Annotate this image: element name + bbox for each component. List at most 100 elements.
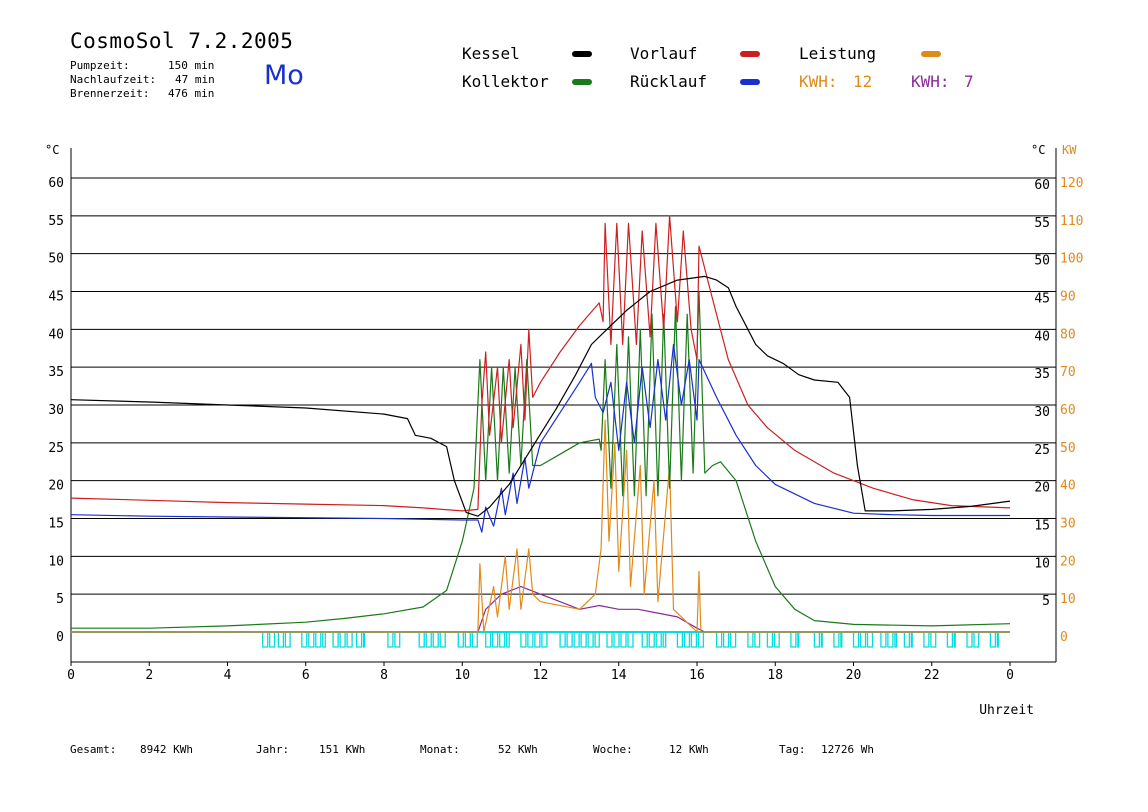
y-tick-label-right-power: 0 xyxy=(1060,630,1068,645)
stat-nachlaufzeit-value: 47 min xyxy=(175,73,215,86)
x-axis-label: Uhrzeit xyxy=(979,703,1034,718)
stat-pumpzeit-label: Pumpzeit: xyxy=(70,59,130,72)
legend-kessel-label: Kessel xyxy=(462,44,520,63)
pump-pulse xyxy=(301,632,326,648)
pump-pulse xyxy=(880,632,898,648)
footer-jahr-label: Jahr: xyxy=(256,743,290,756)
x-tick-label: 18 xyxy=(767,668,783,683)
pump-pulse xyxy=(852,632,874,648)
y-tick-label-left: 35 xyxy=(48,365,64,380)
y-tick-label-right-temp: 40 xyxy=(1034,329,1050,344)
footer-jahr-value: 151 KWh xyxy=(319,743,366,756)
x-tick-label: 0 xyxy=(1006,668,1014,683)
pump-pulse xyxy=(355,632,366,648)
pump-pulse xyxy=(262,632,276,648)
pump-pulse xyxy=(813,632,823,648)
series-leistung xyxy=(71,419,1010,633)
legend-kwh2-label: KWH: xyxy=(911,72,950,91)
stat-nachlaufzeit-label: Nachlaufzeit: xyxy=(70,73,157,86)
y-tick-label-left: 15 xyxy=(48,517,64,532)
legend-leistung-swatch xyxy=(921,51,941,57)
y-tick-label-left: 50 xyxy=(48,252,64,267)
pump-pulse xyxy=(747,632,761,648)
footer-gesamt-value: 8942 KWh xyxy=(140,743,193,756)
y-axis-right-temp-label: °C xyxy=(1031,143,1045,157)
footer-monat-value: 52 KWh xyxy=(498,743,538,756)
pump-pulse xyxy=(766,632,780,648)
series-kollektor xyxy=(71,290,1011,629)
x-tick-label: 0 xyxy=(67,668,75,683)
y-tick-label-right-power: 70 xyxy=(1060,365,1076,380)
legend-kwh2-value: 7 xyxy=(964,72,974,91)
y-tick-label-right-power: 20 xyxy=(1060,554,1076,569)
y-tick-label-right-power: 50 xyxy=(1060,441,1076,456)
y-tick-label-right-power: 100 xyxy=(1060,252,1083,267)
pump-pulse xyxy=(606,632,634,648)
pump-pulse xyxy=(277,632,291,648)
pump-pulse xyxy=(387,632,401,648)
x-tick-label: 16 xyxy=(689,668,705,683)
y-axis-left-label: °C xyxy=(45,143,59,157)
pump-pulse xyxy=(520,632,548,648)
series-ruecklauf xyxy=(70,343,1010,533)
y-tick-label-right-temp: 5 xyxy=(1042,594,1050,609)
y-axis-right-power-label: KW xyxy=(1062,143,1077,157)
series-kessel xyxy=(70,275,1011,517)
y-tick-label-left: 30 xyxy=(48,403,64,418)
pump-pulse xyxy=(457,632,478,648)
y-tick-label-left: 5 xyxy=(56,592,64,607)
x-tick-label: 2 xyxy=(145,668,153,683)
footer-woche-value: 12 KWh xyxy=(669,743,709,756)
y-tick-label-right-temp: 50 xyxy=(1034,254,1050,269)
pump-pulse xyxy=(966,632,980,648)
y-tick-label-left: 0 xyxy=(56,630,64,645)
y-tick-label-right-temp: 30 xyxy=(1034,405,1050,420)
stat-brennerzeit-label: Brennerzeit: xyxy=(70,87,150,100)
x-tick-label: 4 xyxy=(224,668,232,683)
stat-pumpzeit-value: 150 min xyxy=(168,59,215,72)
legend-kwh1-label: KWH: xyxy=(799,72,838,91)
y-tick-label-right-temp: 35 xyxy=(1034,367,1050,382)
y-tick-label-left: 45 xyxy=(48,290,64,305)
y-tick-label-left: 10 xyxy=(48,554,64,569)
pump-pulse xyxy=(790,632,800,648)
x-tick-label: 6 xyxy=(302,668,310,683)
footer-tag-value: 12726 Wh xyxy=(821,743,874,756)
legend-kwh1-value: 12 xyxy=(853,72,873,91)
legend-ruecklauf-swatch xyxy=(740,79,760,85)
pump-pulse xyxy=(946,632,956,648)
legend-kollektor-swatch xyxy=(572,79,592,85)
y-tick-label-right-power: 120 xyxy=(1060,176,1083,191)
legend-leistung-label: Leistung xyxy=(799,44,877,63)
x-tick-label: 22 xyxy=(924,668,940,683)
y-tick-label-left: 60 xyxy=(48,176,64,191)
y-tick-label-right-temp: 20 xyxy=(1034,481,1050,496)
legend-ruecklauf-label: Rücklauf xyxy=(630,72,708,91)
series-vorlauf xyxy=(70,215,1011,512)
pump-pulse xyxy=(715,632,737,648)
y-tick-label-right-temp: 55 xyxy=(1034,216,1050,231)
footer-tag-label: Tag: xyxy=(779,743,806,756)
y-tick-label-right-power: 90 xyxy=(1060,290,1076,305)
y-tick-label-right-temp: 10 xyxy=(1034,556,1050,571)
y-tick-label-right-power: 110 xyxy=(1060,214,1083,229)
pump-pulse xyxy=(923,632,937,648)
legend-vorlauf-swatch xyxy=(740,51,760,57)
y-tick-label-right-temp: 45 xyxy=(1034,292,1050,307)
y-tick-label-left: 40 xyxy=(48,327,64,342)
y-tick-label-left: 25 xyxy=(48,441,64,456)
x-tick-label: 20 xyxy=(846,668,862,683)
pump-pulse xyxy=(989,632,999,648)
y-tick-label-right-power: 80 xyxy=(1060,327,1076,342)
x-tick-label: 8 xyxy=(380,668,388,683)
pump-pulse xyxy=(418,632,446,648)
footer-gesamt-label: Gesamt: xyxy=(70,743,117,756)
y-tick-label-right-temp: 60 xyxy=(1034,178,1050,193)
y-tick-label-right-power: 10 xyxy=(1060,592,1076,607)
y-tick-label-left: 20 xyxy=(48,479,64,494)
y-tick-label-right-temp: 25 xyxy=(1034,443,1050,458)
y-tick-label-right-power: 30 xyxy=(1060,517,1076,532)
day-label: Mo xyxy=(264,60,304,91)
legend-vorlauf-label: Vorlauf xyxy=(630,44,698,63)
